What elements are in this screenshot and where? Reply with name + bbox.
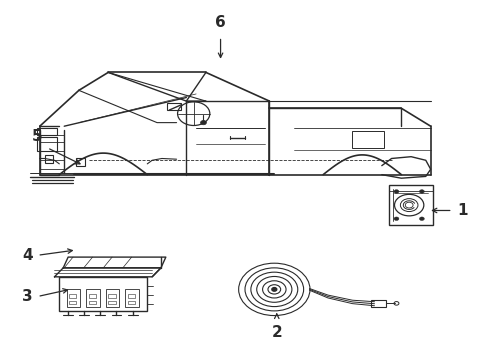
Bar bbox=[86, 289, 100, 307]
Bar bbox=[37, 137, 57, 151]
Bar bbox=[69, 301, 76, 305]
Text: 4: 4 bbox=[22, 248, 33, 263]
Bar bbox=[352, 131, 384, 148]
Bar bbox=[69, 294, 76, 298]
Circle shape bbox=[394, 217, 399, 221]
Text: 6: 6 bbox=[215, 15, 226, 30]
Circle shape bbox=[394, 190, 399, 193]
Circle shape bbox=[272, 288, 277, 291]
Text: 3: 3 bbox=[22, 289, 33, 304]
Bar bbox=[106, 289, 120, 307]
Bar bbox=[67, 289, 80, 307]
Bar bbox=[76, 158, 85, 166]
Bar bbox=[125, 289, 139, 307]
Bar bbox=[45, 155, 53, 163]
Bar bbox=[371, 300, 386, 307]
Bar bbox=[108, 301, 116, 305]
Bar bbox=[128, 294, 135, 298]
Bar bbox=[37, 128, 57, 135]
Text: 1: 1 bbox=[457, 203, 467, 218]
Bar bbox=[108, 294, 116, 298]
Text: 5: 5 bbox=[32, 130, 43, 144]
Text: 2: 2 bbox=[271, 325, 282, 340]
Bar bbox=[59, 277, 147, 311]
Circle shape bbox=[419, 190, 424, 193]
Bar bbox=[89, 301, 96, 305]
Bar bbox=[167, 103, 181, 110]
Circle shape bbox=[419, 217, 424, 221]
Bar bbox=[89, 294, 96, 298]
Bar bbox=[389, 185, 433, 225]
Circle shape bbox=[200, 121, 206, 125]
Bar bbox=[128, 301, 135, 305]
